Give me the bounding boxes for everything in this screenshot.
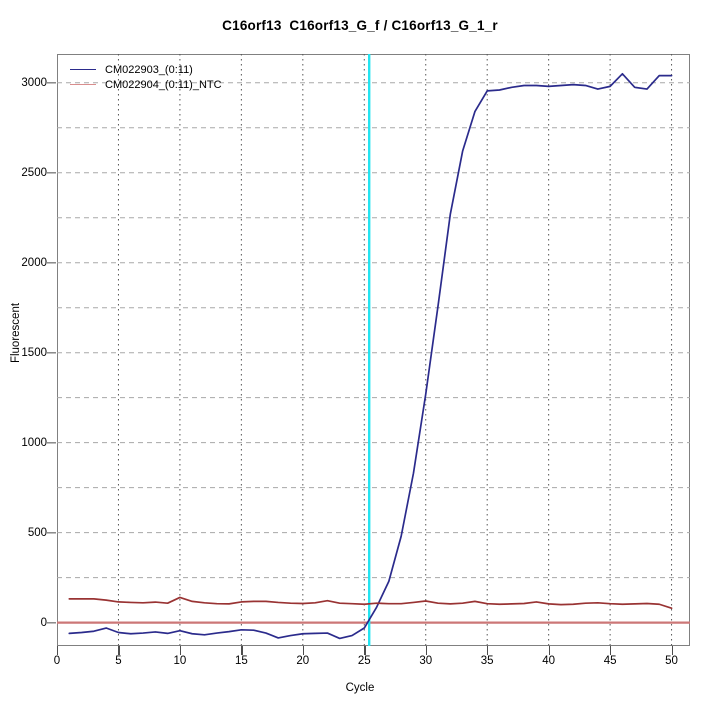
y-tick-label-500: 500 <box>27 526 47 539</box>
y-tick-mark-0 <box>47 621 56 624</box>
y-tick-label-2500: 2500 <box>21 166 47 179</box>
x-tick-label-0: 0 <box>53 655 61 667</box>
x-tick-label-20: 20 <box>296 655 310 667</box>
legend-swatch-icon-0 <box>70 69 96 70</box>
y-tick-mark-2000 <box>47 262 56 264</box>
y-tick-label-1500: 1500 <box>21 346 47 359</box>
legend-item-1[interactable]: CM022904_(0:11)_NTC <box>70 77 222 92</box>
x-tick-mark-25 <box>364 646 366 655</box>
legend-label-0: CM022903_(0:11) <box>105 63 193 76</box>
y-tick-mark-500 <box>47 531 56 534</box>
x-tick-label-25: 25 <box>357 655 371 667</box>
y-axis-label: Fluorescent <box>10 302 22 364</box>
series-line-1 <box>68 596 673 610</box>
x-tick-label-10: 10 <box>173 655 187 667</box>
x-tick-label-45: 45 <box>603 655 617 667</box>
y-tick-mark-3000 <box>47 82 56 84</box>
x-tick-mark-20 <box>302 646 305 655</box>
y-tick-label-3000: 3000 <box>21 76 47 89</box>
x-tick-mark-50 <box>671 646 673 655</box>
x-tick-label-35: 35 <box>480 655 494 667</box>
x-tick-label-40: 40 <box>542 655 556 667</box>
x-tick-mark-40 <box>548 646 550 655</box>
y-tick-mark-1000 <box>47 442 56 444</box>
y-tick-label-1000: 1000 <box>21 436 47 449</box>
x-tick-mark-15 <box>241 646 243 655</box>
legend-swatch-icon-1 <box>70 84 96 85</box>
y-tick-label-0: 0 <box>40 616 47 629</box>
x-tick-mark-10 <box>179 646 182 655</box>
y-tick-mark-2500 <box>47 172 56 174</box>
series-line-0 <box>68 72 673 640</box>
x-tick-mark-0 <box>57 646 59 655</box>
x-tick-label-5: 5 <box>115 655 122 667</box>
x-axis-label: Cycle <box>345 682 375 694</box>
x-tick-mark-35 <box>487 646 489 655</box>
x-tick-label-15: 15 <box>234 655 248 667</box>
x-tick-mark-5 <box>118 646 120 655</box>
x-tick-label-50: 50 <box>665 655 678 667</box>
y-tick-label-2000: 2000 <box>21 256 47 269</box>
x-tick-mark-30 <box>425 646 428 655</box>
plot-frame <box>57 54 690 646</box>
plot-area <box>57 54 690 646</box>
legend-label-1: CM022904_(0:11)_NTC <box>105 78 222 91</box>
y-axis: 0 500 1000 1500 2000 2500 3000 <box>0 0 56 720</box>
chart-title: C16orf13 C16orf13_G_f / C16orf13_G_1_r <box>222 18 498 33</box>
legend: CM022903_(0:11) CM022904_(0:11)_NTC <box>70 62 222 92</box>
x-tick-mark-45 <box>610 646 612 655</box>
legend-item-0[interactable]: CM022903_(0:11) <box>70 62 222 77</box>
x-tick-label-30: 30 <box>419 655 433 667</box>
y-tick-mark-1500 <box>47 352 56 354</box>
